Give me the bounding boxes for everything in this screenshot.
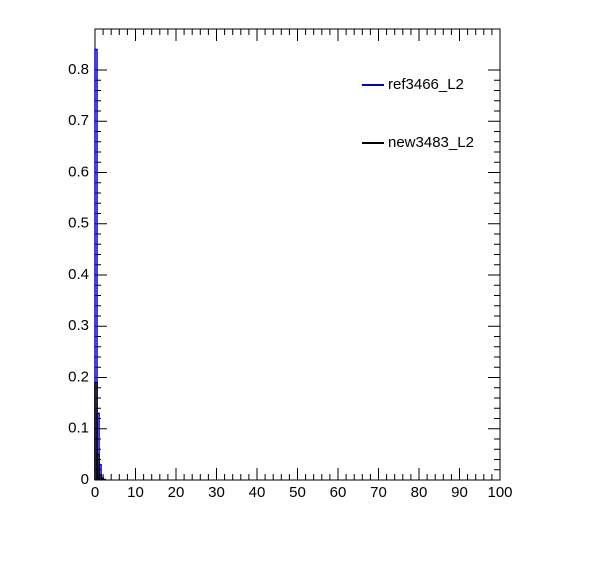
y-tick-label: 0.7 <box>68 112 89 129</box>
y-tick-label: 0.2 <box>68 368 89 385</box>
y-tick-label: 0.5 <box>68 215 89 232</box>
histogram-bin <box>94 381 98 480</box>
x-tick-label: 80 <box>411 484 428 501</box>
x-tick-label: 60 <box>330 484 347 501</box>
histogram-bin <box>96 453 100 480</box>
x-tick-label: 30 <box>208 484 225 501</box>
x-tick-label: 50 <box>289 484 306 501</box>
x-tick-label: 90 <box>451 484 468 501</box>
y-tick-label: 0.1 <box>68 420 89 437</box>
x-tick-label: 10 <box>127 484 144 501</box>
plot-frame <box>94 28 501 481</box>
y-tick-label: 0.4 <box>68 266 89 283</box>
y-tick-label: 0.3 <box>68 317 89 334</box>
x-tick-label: 70 <box>370 484 387 501</box>
x-tick-label: 100 <box>487 484 512 501</box>
x-tick-label: 40 <box>249 484 266 501</box>
histogram-bin <box>94 48 98 480</box>
x-tick-label: 20 <box>168 484 185 501</box>
legend-label: new3483_L2 <box>388 134 474 151</box>
histogram-bin <box>98 474 102 480</box>
y-tick-label: 0.6 <box>68 163 89 180</box>
y-tick-label: 0.8 <box>68 61 89 78</box>
x-tick-label: 0 <box>91 484 99 501</box>
legend-label: ref3466_L2 <box>388 76 464 93</box>
y-tick-label: 0 <box>81 471 89 488</box>
